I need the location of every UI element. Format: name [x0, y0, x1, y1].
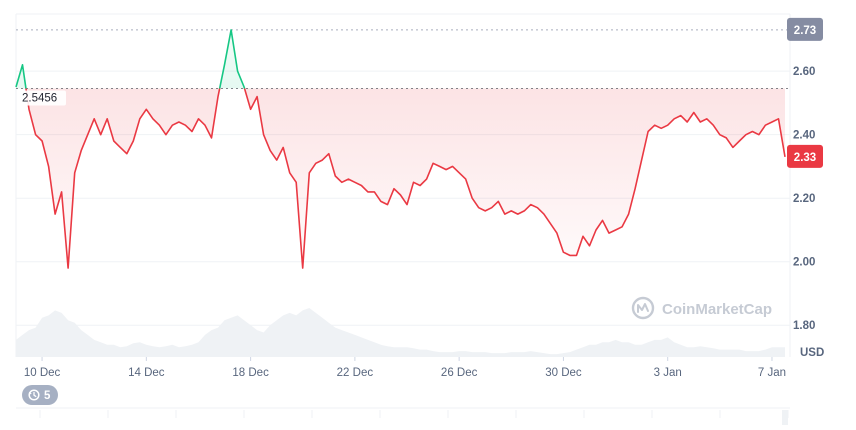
x-axis: 10 Dec 14 Dec 18 Dec 22 Dec 26 Dec 30 Dec 3 Ja…: [24, 357, 786, 379]
below-reference-fill: [25, 88, 785, 269]
price-area-fill: [16, 29, 785, 269]
current-price-badge-label: 2.33: [794, 152, 816, 164]
y-tick-label: 1.80: [793, 320, 815, 332]
price-line: [15, 29, 786, 269]
x-tick-label: 3 Jan: [654, 367, 682, 379]
reference-price-label: 2.5456: [22, 92, 57, 104]
navigator-handle[interactable]: [782, 410, 788, 425]
x-tick-label: 7 Jan: [758, 367, 786, 379]
y-tick-label: 2.40: [793, 130, 815, 142]
history-button[interactable]: 5: [22, 385, 58, 405]
y-tick-label: 2.00: [793, 257, 815, 269]
range-navigator[interactable]: [16, 407, 790, 425]
y-axis: 1.80 2.00 2.20 2.40 2.60: [793, 66, 815, 332]
x-tick-label: 18 Dec: [232, 367, 269, 379]
y-tick-label: 2.60: [793, 66, 815, 78]
x-tick-label: 26 Dec: [441, 367, 478, 379]
x-tick-label: 22 Dec: [337, 367, 374, 379]
high-price-badge-label: 2.73: [794, 25, 816, 37]
volume-area: [16, 308, 785, 357]
history-count: 5: [44, 390, 51, 402]
price-line-down: [25, 88, 786, 269]
reference-price-tag: 2.5456: [18, 90, 66, 106]
watermark-text: CoinMarketCap: [662, 301, 772, 318]
currency-label: USD: [800, 347, 824, 359]
coinmarketcap-logo-icon: [631, 296, 655, 320]
y-tick-label: 2.20: [793, 193, 815, 205]
high-price-badge: 2.73: [787, 17, 823, 41]
clock-history-icon: [28, 389, 40, 401]
watermark: CoinMarketCap: [631, 296, 772, 320]
volume-series: [16, 308, 785, 357]
current-price-badge: 2.33: [787, 144, 823, 168]
x-tick-label: 10 Dec: [24, 367, 61, 379]
x-tick-label: 30 Dec: [545, 367, 582, 379]
x-tick-label: 14 Dec: [128, 367, 165, 379]
navigator-ticks: [39, 410, 789, 418]
